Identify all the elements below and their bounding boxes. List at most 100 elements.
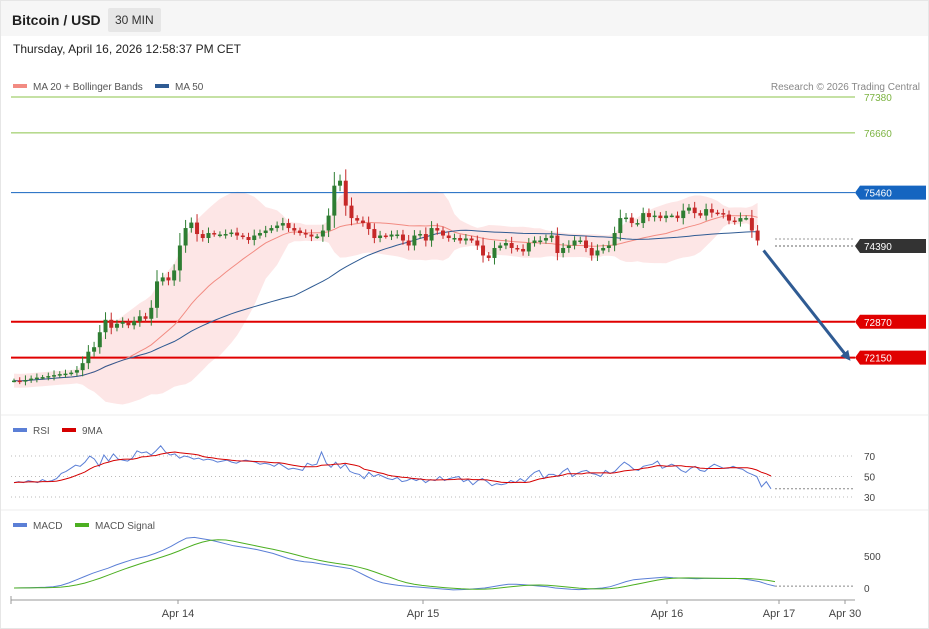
candle-body bbox=[320, 230, 325, 237]
candle-body bbox=[441, 230, 445, 236]
macd-line bbox=[13, 536, 776, 591]
macd-panel: 500 0 bbox=[13, 536, 881, 595]
candle-body bbox=[498, 245, 503, 248]
candle-body bbox=[217, 234, 222, 237]
symbol-title: Bitcoin / USD bbox=[12, 12, 101, 28]
ma50-line bbox=[13, 229, 758, 382]
candle-body bbox=[286, 223, 291, 229]
candle-body bbox=[229, 232, 234, 235]
candle-body bbox=[212, 233, 217, 235]
candle-body bbox=[681, 210, 686, 219]
top-bar: Bitcoin / USD 30 MIN bbox=[1, 1, 928, 36]
candle-body bbox=[509, 243, 514, 248]
candle-body bbox=[269, 228, 274, 231]
candle-body bbox=[309, 234, 314, 237]
candle-body bbox=[635, 223, 640, 225]
rsi-legend: RSI 9MA bbox=[13, 426, 103, 437]
candle-body bbox=[343, 180, 348, 206]
target-label: 76660 bbox=[864, 129, 892, 140]
resistance-label: 75460 bbox=[864, 189, 892, 200]
candle-body bbox=[584, 240, 588, 248]
candle-body bbox=[727, 214, 731, 221]
candle-body bbox=[538, 240, 543, 243]
candle-body bbox=[709, 209, 714, 213]
candle-body bbox=[658, 215, 663, 219]
support-label: 72870 bbox=[864, 318, 892, 329]
forecast bbox=[762, 249, 851, 361]
candle-body bbox=[246, 237, 251, 241]
bollinger-band-area bbox=[14, 191, 758, 405]
candle-body bbox=[12, 380, 16, 383]
candle-body bbox=[52, 375, 57, 377]
last-price-tag bbox=[855, 238, 926, 253]
candle-body bbox=[629, 217, 634, 224]
support-label-tag bbox=[855, 350, 926, 365]
candle-body bbox=[34, 377, 39, 380]
candle-body bbox=[446, 235, 451, 239]
candle-body bbox=[23, 380, 28, 382]
candle-body bbox=[675, 215, 680, 219]
interval-button[interactable]: 30 MIN bbox=[108, 8, 161, 32]
candle-body bbox=[366, 223, 371, 230]
candle-body bbox=[355, 218, 360, 221]
chart-datetime: Thursday, April 16, 2026 12:58:37 PM CET bbox=[13, 42, 241, 56]
candle-body bbox=[664, 215, 669, 219]
candle-body bbox=[755, 230, 760, 241]
candle-body bbox=[549, 235, 554, 239]
candle-body bbox=[206, 233, 211, 239]
candle-body bbox=[738, 218, 743, 222]
price-legend: MA 20 + Bollinger Bands MA 50 bbox=[13, 82, 204, 93]
rsi-legend-swatch bbox=[13, 428, 27, 432]
candle-body bbox=[103, 319, 108, 333]
candle-body bbox=[749, 218, 754, 231]
candle-body bbox=[481, 245, 486, 256]
candle-body bbox=[275, 225, 280, 229]
candle-body bbox=[704, 209, 709, 216]
candle-body bbox=[160, 277, 165, 282]
candle-body bbox=[183, 228, 188, 246]
candle-body bbox=[86, 351, 91, 364]
candle-body bbox=[692, 207, 697, 214]
candle-body bbox=[240, 235, 245, 238]
candle-body bbox=[177, 245, 182, 271]
candle-body bbox=[515, 247, 520, 250]
ma20-line bbox=[13, 214, 758, 382]
candle-body bbox=[63, 373, 68, 376]
candle-body bbox=[120, 321, 125, 324]
candle-body bbox=[686, 207, 691, 211]
candle-body bbox=[137, 316, 142, 322]
support-label: 72150 bbox=[864, 354, 892, 365]
candle-body bbox=[452, 238, 457, 240]
candle-body bbox=[195, 222, 200, 235]
candle-body bbox=[292, 228, 297, 231]
candle-body bbox=[469, 238, 474, 241]
candle-body bbox=[566, 245, 571, 248]
candle-body bbox=[69, 372, 74, 375]
candle-body bbox=[589, 247, 594, 256]
candle-body bbox=[435, 228, 440, 231]
candle-body bbox=[80, 363, 85, 371]
candle-body bbox=[561, 247, 566, 253]
candle-body bbox=[372, 229, 377, 239]
candle-body bbox=[646, 213, 651, 218]
time-tick-label: Apr 30 bbox=[829, 608, 861, 620]
candle-body bbox=[332, 185, 337, 216]
candle-body bbox=[389, 234, 394, 237]
candle-body bbox=[114, 323, 119, 328]
candle-body bbox=[595, 250, 600, 256]
candle-body bbox=[303, 233, 308, 235]
candle-body bbox=[263, 230, 268, 234]
candle-body bbox=[721, 213, 726, 215]
candle-body bbox=[378, 235, 383, 239]
candle-body bbox=[149, 307, 154, 319]
candle-body bbox=[418, 234, 423, 236]
candle-body bbox=[57, 374, 62, 376]
candle-body bbox=[338, 180, 343, 186]
time-tick-label: Apr 16 bbox=[651, 608, 683, 620]
candle-body bbox=[521, 248, 526, 252]
candle-body bbox=[172, 270, 177, 281]
candle-body bbox=[715, 212, 720, 215]
rsi-ma-legend-label: 9MA bbox=[82, 426, 103, 437]
rsi-ma-legend-swatch bbox=[62, 428, 76, 432]
